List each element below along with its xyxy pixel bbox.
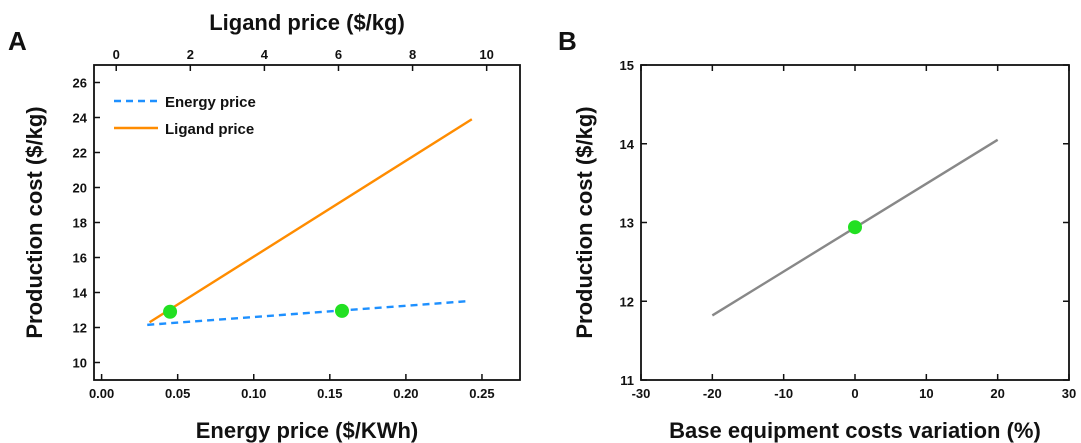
y-tick-label: 16 xyxy=(73,251,87,266)
x-tick-label: 20 xyxy=(990,386,1004,401)
x2-axis-title-a: Ligand price ($/kg) xyxy=(209,10,405,35)
panel-b: B -30 -20 -10 0 10 20 30 11 12 13 14 15 Base equipm… xyxy=(558,26,1076,443)
x-tick-label: -20 xyxy=(703,386,722,401)
y-tick-label: 12 xyxy=(73,321,87,336)
x-tick-label: 0.15 xyxy=(317,386,342,401)
x2-tick-label: 6 xyxy=(335,47,342,62)
y-tick-label: 26 xyxy=(73,76,87,91)
x-tick-label: 0.05 xyxy=(165,386,190,401)
x2-tick-label: 2 xyxy=(187,47,194,62)
x-tick-label: -30 xyxy=(632,386,651,401)
series-line-ligand-price xyxy=(148,118,473,324)
y-tick-label: 12 xyxy=(620,294,634,309)
legend-label-ligand-price: Ligand price xyxy=(165,121,254,138)
panel-b-series xyxy=(711,138,999,317)
y-tick-label: 11 xyxy=(620,373,634,388)
x-tick-label: -10 xyxy=(774,386,793,401)
x-tick-label: 10 xyxy=(919,386,933,401)
panel-b-ticks: -30 -20 -10 0 10 20 30 11 12 13 14 15 xyxy=(620,58,1077,401)
legend: Energy price Ligand price xyxy=(114,94,256,138)
y-tick-label: 13 xyxy=(620,216,634,231)
y-axis-title-a: Production cost ($/kg) xyxy=(22,106,47,338)
y-tick-label: 15 xyxy=(620,58,634,73)
x2-tick-label: 10 xyxy=(479,47,493,62)
panel-a-ticks: 0.00 0.05 0.10 0.15 0.20 0.250 2 4 6 8 10101214161… xyxy=(73,47,495,401)
x-tick-label: 0 xyxy=(851,386,858,401)
x-tick-label: 0.00 xyxy=(89,386,114,401)
y-tick-label: 22 xyxy=(73,146,87,161)
panel-b-label: B xyxy=(558,26,577,56)
y-tick-label: 20 xyxy=(73,181,87,196)
y-tick-label: 18 xyxy=(73,216,87,231)
x2-tick-label: 0 xyxy=(113,47,120,62)
legend-label-energy-price: Energy price xyxy=(165,94,256,111)
panel-a-label: A xyxy=(8,26,27,56)
x2-tick-label: 8 xyxy=(409,47,416,62)
x-tick-label: 30 xyxy=(1062,386,1076,401)
y-tick-label: 14 xyxy=(73,286,88,301)
x-axis-title-b: Base equipment costs variation (%) xyxy=(669,418,1041,443)
panel-a-series xyxy=(147,118,473,327)
data-point-marker-2 xyxy=(334,303,349,318)
data-point-marker-1 xyxy=(163,304,178,319)
x-tick-label: 0.25 xyxy=(469,386,494,401)
x-tick-label: 0.10 xyxy=(241,386,266,401)
y-tick-label: 10 xyxy=(73,356,87,371)
y-axis-title-b: Production cost ($/kg) xyxy=(572,106,597,338)
data-point-marker-1 xyxy=(848,220,862,235)
x-tick-label: 0.20 xyxy=(393,386,418,401)
x-axis-title-a: Energy price ($/KWh) xyxy=(196,418,418,443)
x2-tick-label: 4 xyxy=(261,47,269,62)
series-line-energy-price xyxy=(147,300,467,327)
y-tick-label: 14 xyxy=(620,137,635,152)
y-tick-label: 24 xyxy=(73,111,88,126)
panel-a: A 0.00 0.05 0.10 0.15 0.20 0.250 2 4 6 8 101012141… xyxy=(8,10,521,443)
